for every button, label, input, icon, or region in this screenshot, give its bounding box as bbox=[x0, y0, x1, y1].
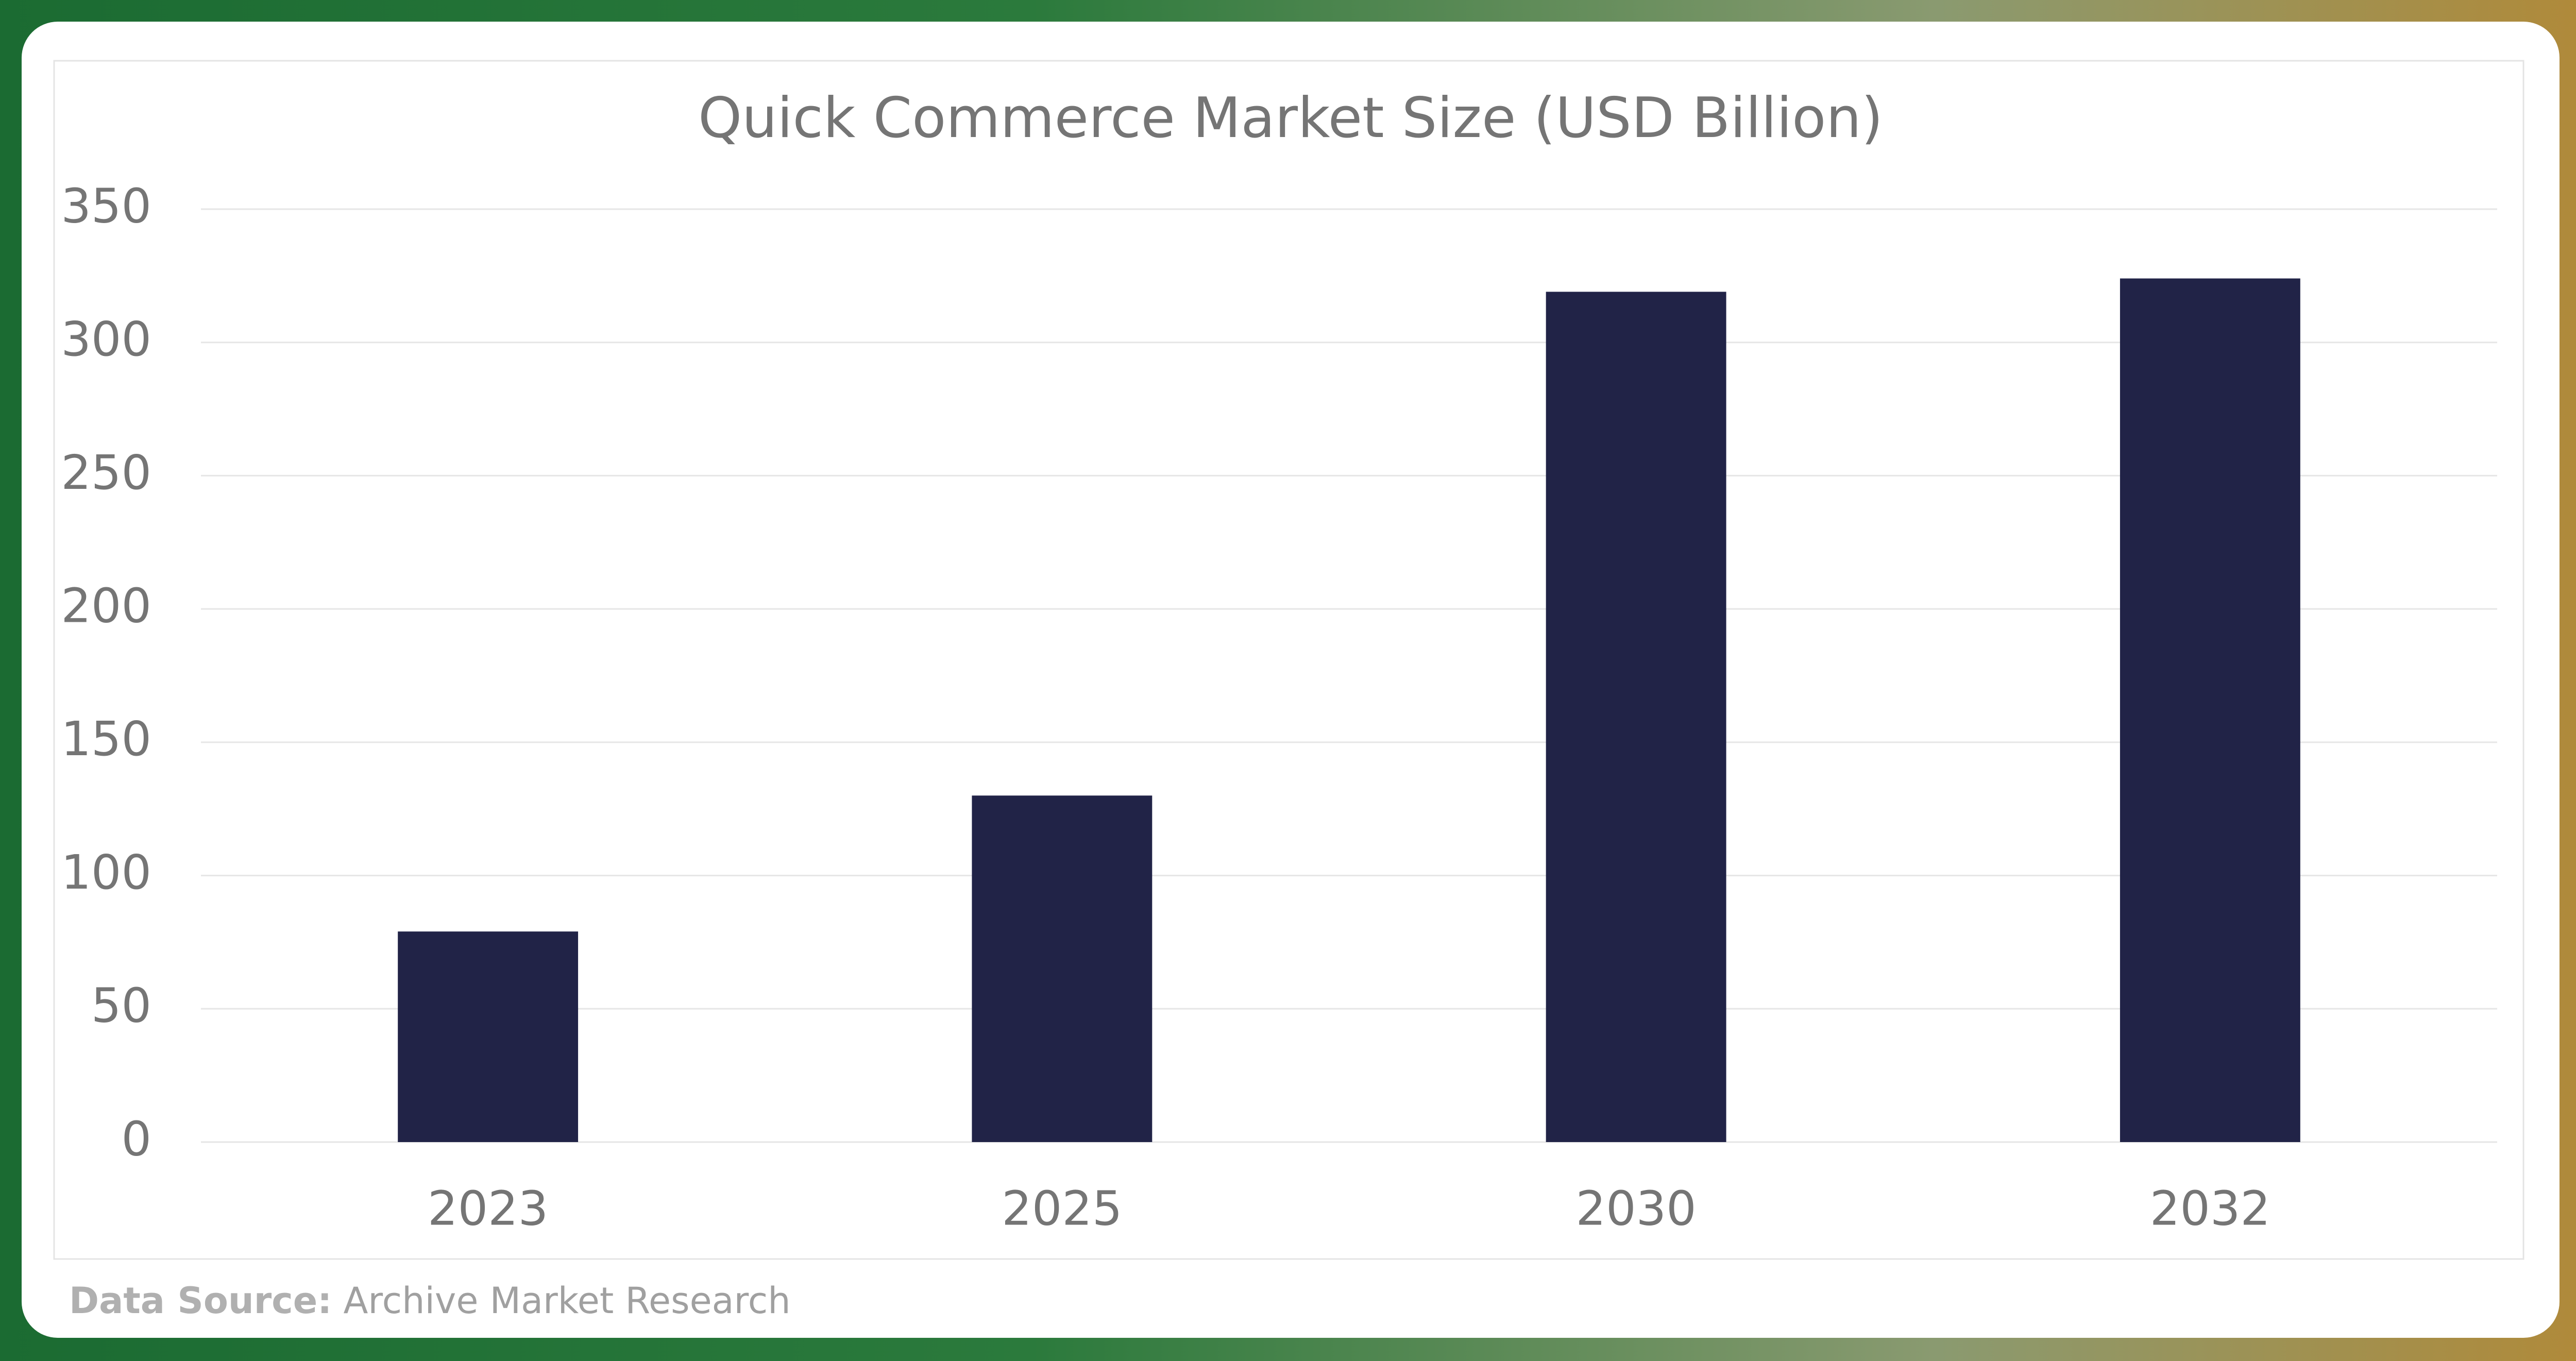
y-tick-label: 150 bbox=[61, 711, 151, 767]
source-note: Data Source: Archive Market Research bbox=[69, 1280, 791, 1322]
bar bbox=[972, 795, 1153, 1142]
y-tick-label: 100 bbox=[61, 845, 151, 900]
y-tick-label: 200 bbox=[61, 579, 151, 634]
y-tick-label: 50 bbox=[91, 978, 151, 1033]
bar bbox=[398, 931, 579, 1142]
x-tick-label: 2025 bbox=[1002, 1181, 1122, 1236]
y-tick-label: 300 bbox=[61, 312, 151, 367]
chart-border bbox=[53, 60, 2524, 1260]
x-tick-label: 2023 bbox=[428, 1181, 548, 1236]
chart-title: Quick Commerce Market Size (USD Billion) bbox=[698, 86, 1883, 150]
y-tick-label: 250 bbox=[61, 445, 151, 500]
y-tick-label: 350 bbox=[61, 178, 151, 233]
bar bbox=[2120, 278, 2300, 1142]
x-tick-label: 2032 bbox=[2150, 1181, 2270, 1236]
source: Archive Market Research bbox=[344, 1280, 791, 1322]
source-label: Data Source: bbox=[69, 1280, 332, 1322]
x-tick-label: 2030 bbox=[1576, 1181, 1697, 1236]
y-tick-label: 0 bbox=[121, 1111, 151, 1166]
bar bbox=[1546, 292, 1726, 1142]
